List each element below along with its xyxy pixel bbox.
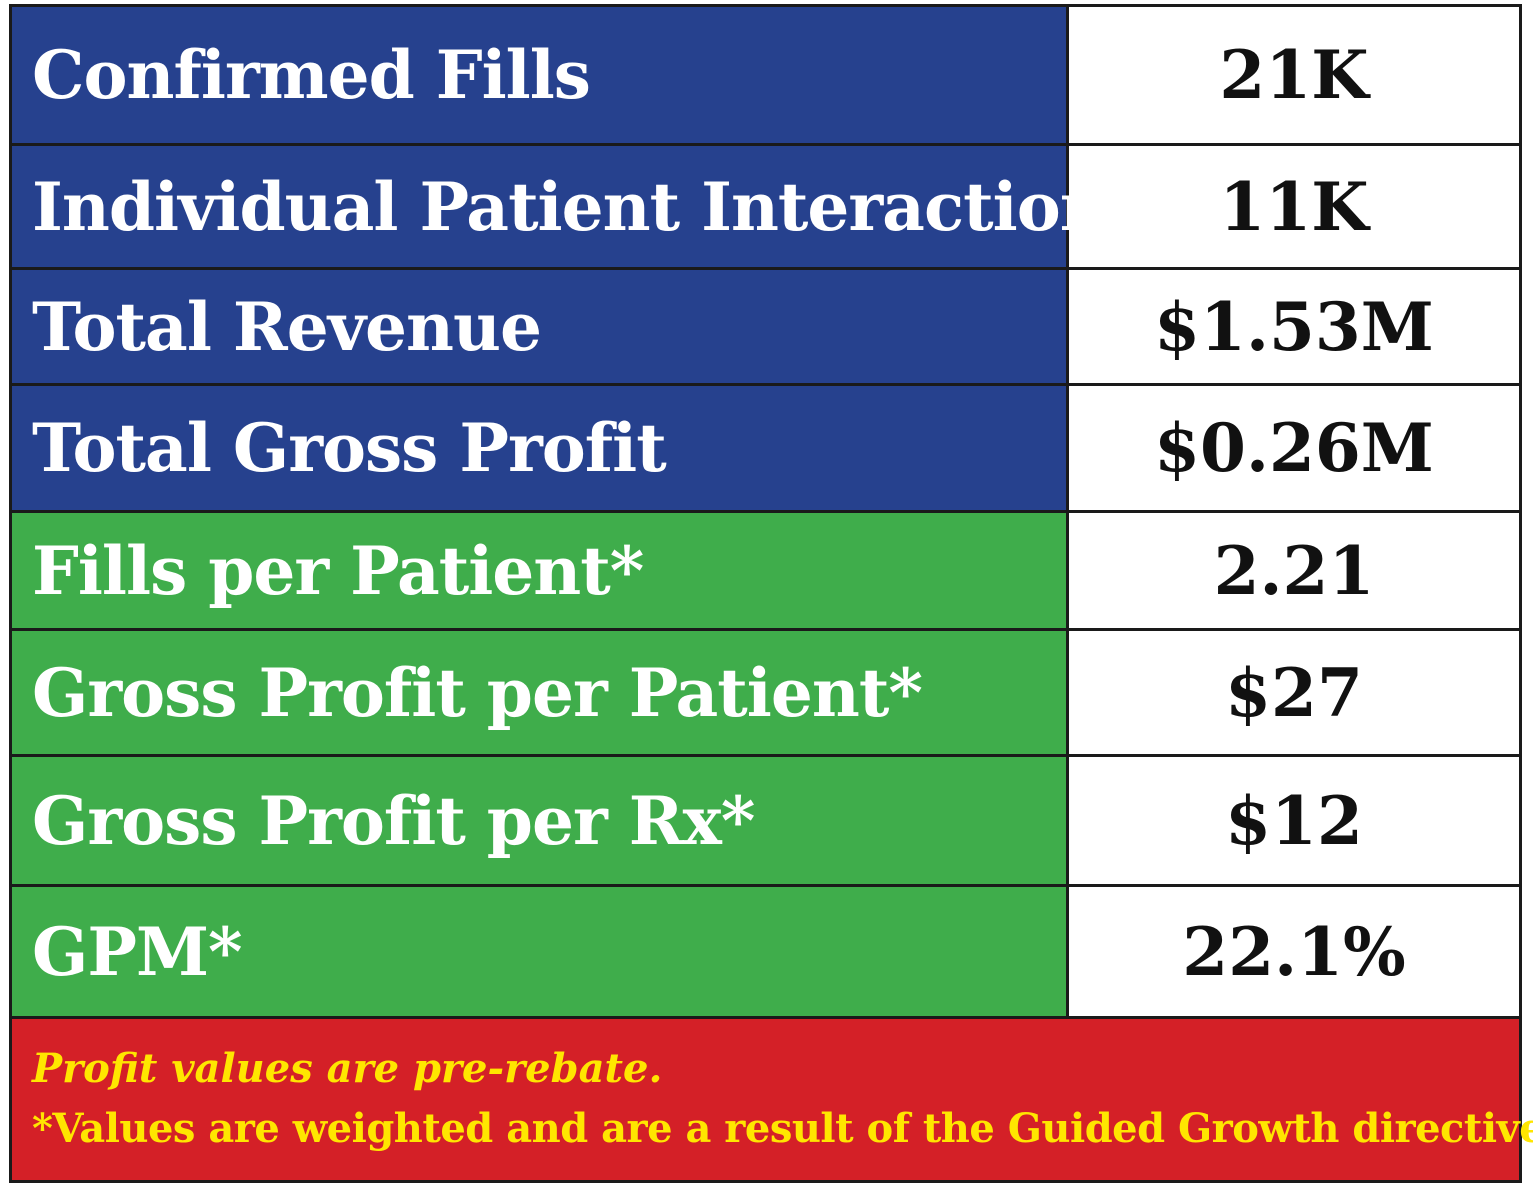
metric-row-total-revenue: Total Revenue $1.53M xyxy=(9,267,1522,386)
metric-row-gpm: GPM* 22.1% xyxy=(9,884,1522,1019)
metric-row-gross-profit-per-rx: Gross Profit per Rx* $12 xyxy=(9,754,1522,887)
metric-value: $1.53M xyxy=(1066,267,1522,386)
metric-value: $12 xyxy=(1066,754,1522,887)
metric-value: $27 xyxy=(1066,628,1522,757)
metrics-table: Confirmed Fills 21K Individual Patient I… xyxy=(9,4,1533,1183)
metric-value: 22.1% xyxy=(1066,884,1522,1019)
metric-row-gross-profit-per-patient: Gross Profit per Patient* $27 xyxy=(9,628,1522,757)
metric-row-patient-interactions: Individual Patient Interactions 11K xyxy=(9,143,1522,270)
metric-label: GPM* xyxy=(9,884,1069,1019)
metric-label: Gross Profit per Rx* xyxy=(9,754,1069,887)
footer-row: Profit values are pre-rebate. *Values ar… xyxy=(9,1016,1533,1183)
footer-notes: Profit values are pre-rebate. *Values ar… xyxy=(9,1016,1533,1183)
metric-label: Individual Patient Interactions xyxy=(9,143,1144,270)
pre-rebate-note: Profit values are pre-rebate. xyxy=(32,1044,663,1092)
metric-label: Confirmed Fills xyxy=(9,4,1069,146)
metric-row-total-gross-profit: Total Gross Profit $0.26M xyxy=(9,383,1522,513)
metric-label: Total Gross Profit xyxy=(9,383,1069,513)
metric-value: 2.21 xyxy=(1066,510,1522,631)
metric-value: 21K xyxy=(1066,4,1522,146)
metric-value: 11K xyxy=(1066,143,1522,270)
metric-value: $0.26M xyxy=(1066,383,1522,513)
metric-row-confirmed-fills: Confirmed Fills 21K xyxy=(9,4,1522,146)
metric-label: Fills per Patient* xyxy=(9,510,1069,631)
metric-row-fills-per-patient: Fills per Patient* 2.21 xyxy=(9,510,1522,631)
weighted-values-disclaimer: *Values are weighted and are a result of… xyxy=(32,1104,1533,1152)
metric-label: Total Revenue xyxy=(9,267,1069,386)
metric-label: Gross Profit per Patient* xyxy=(9,628,1069,757)
